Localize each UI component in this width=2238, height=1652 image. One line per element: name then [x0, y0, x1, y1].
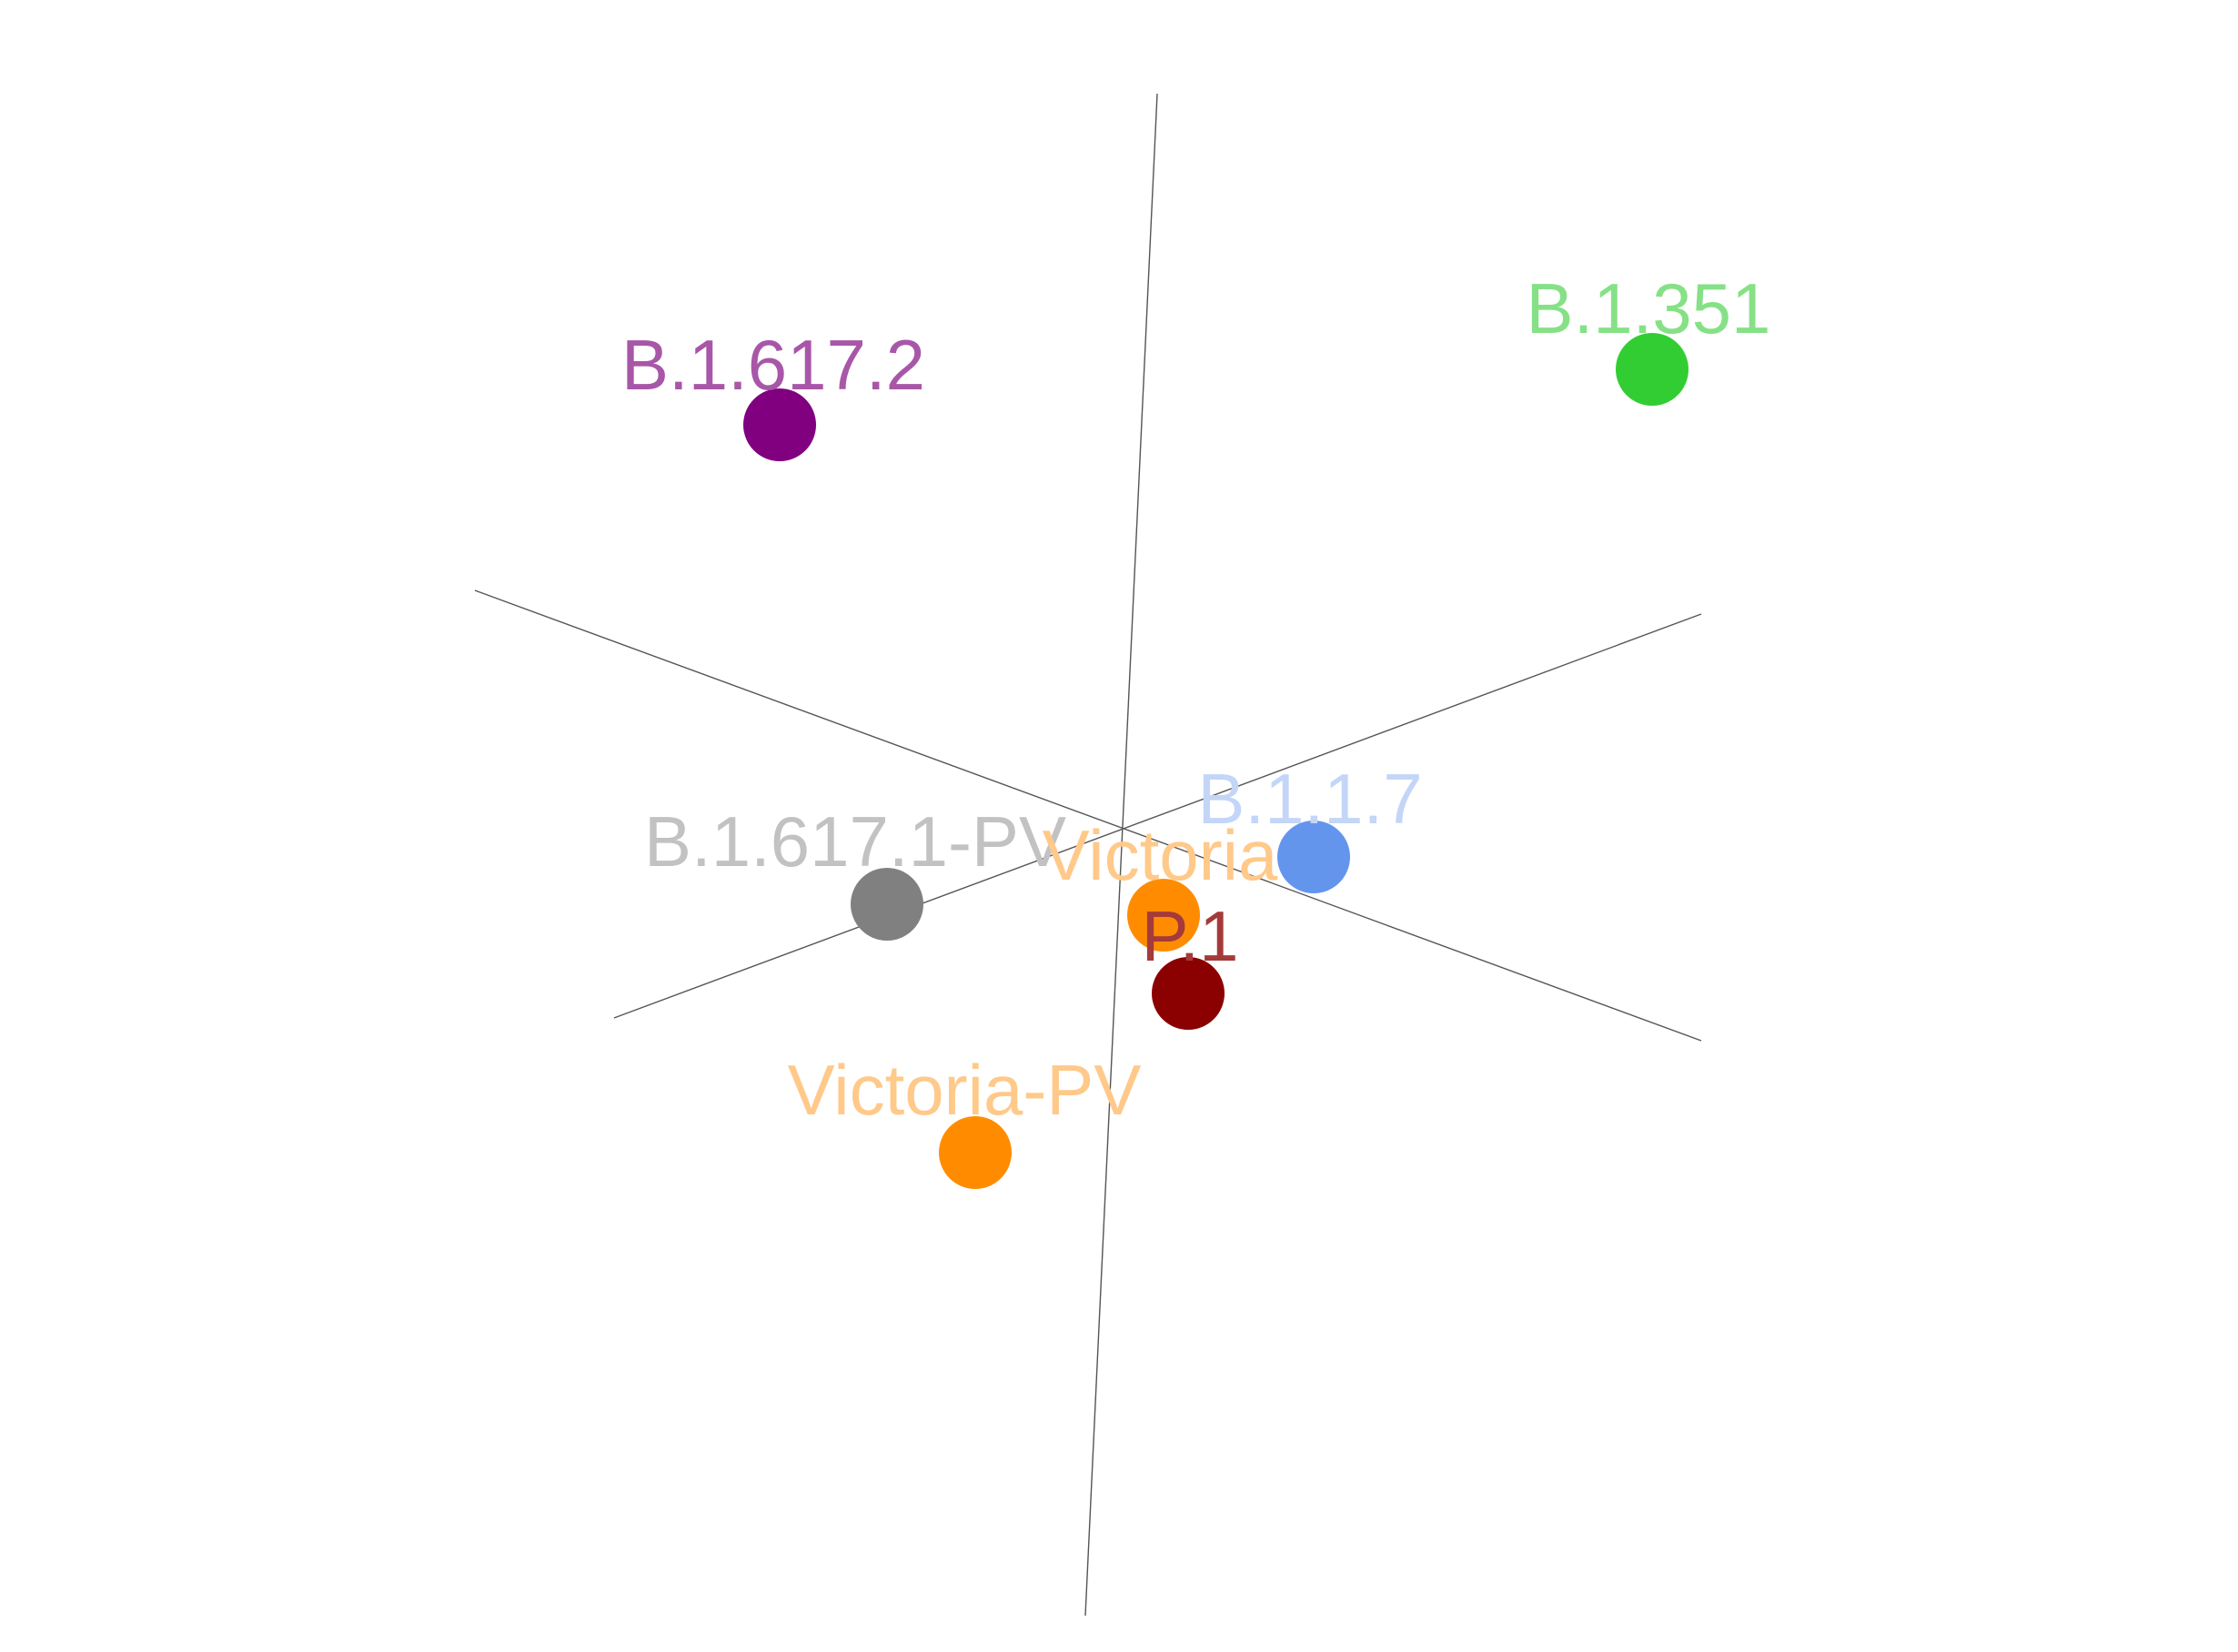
diagonal-axis-line-ascending — [613, 613, 1702, 1019]
point-p-1 — [1152, 957, 1225, 1030]
point-b-1-617-1-pv — [851, 868, 923, 941]
point-victoria — [1127, 879, 1200, 952]
labels-group: B.1.617.2B.1.351B.1.1.7B.1.617.1-PVVicto… — [621, 268, 1770, 1130]
point-label-b-1-617-1-pv: B.1.617.1-PV — [644, 801, 1066, 881]
diagonal-axis-line-descending — [474, 589, 1702, 1042]
point-b-1-1-7 — [1277, 821, 1350, 893]
vertical-axis-line — [1084, 93, 1158, 1617]
point-label-victoria-pv: Victoria-PV — [788, 1050, 1142, 1130]
point-label-b-1-617-2: B.1.617.2 — [621, 325, 925, 405]
point-label-b-1-351: B.1.351 — [1527, 268, 1771, 348]
point-b-1-617-2 — [743, 388, 816, 461]
point-b-1-351 — [1616, 333, 1689, 406]
point-label-victoria: Victoria — [1043, 815, 1278, 895]
points-group — [743, 333, 1689, 1189]
point-label-p-1: P.1 — [1141, 896, 1238, 976]
point-victoria-pv — [939, 1116, 1012, 1189]
axes-group — [474, 93, 1702, 1617]
point-label-b-1-1-7: B.1.1.7 — [1197, 759, 1422, 839]
